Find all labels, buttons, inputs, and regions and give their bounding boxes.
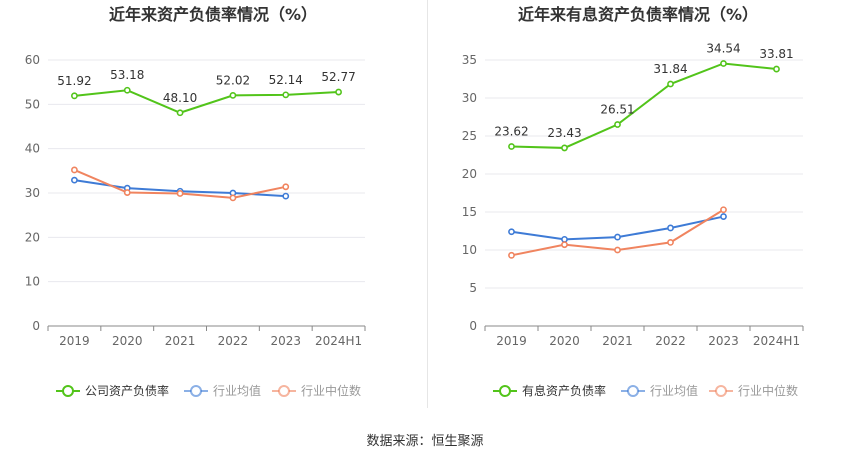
legend-label: 行业中位数 xyxy=(301,383,361,398)
data-point xyxy=(720,206,727,214)
data-point xyxy=(667,224,674,232)
y-tick-label: 50 xyxy=(25,97,40,111)
data-label: 31.84 xyxy=(653,62,687,76)
legend-marker xyxy=(499,385,511,397)
data-point xyxy=(773,65,780,73)
legend-label: 行业均值 xyxy=(650,383,698,398)
data-source-note: 数据来源：恒生聚源 xyxy=(366,434,484,449)
x-tick-label: 2022 xyxy=(655,334,686,348)
data-point xyxy=(123,189,131,196)
legend-marker xyxy=(278,385,290,397)
y-tick-label: 0 xyxy=(469,319,477,333)
legend-item: 行业均值 xyxy=(184,383,261,398)
data-point xyxy=(667,238,674,246)
y-tick-label: 30 xyxy=(25,186,40,200)
legend-label: 行业均值 xyxy=(213,383,261,398)
x-tick-label: 2020 xyxy=(549,334,580,348)
data-point xyxy=(720,60,727,67)
data-point xyxy=(614,246,621,254)
x-tick-label: 2021 xyxy=(602,334,633,348)
data-point xyxy=(561,235,568,243)
x-tick-label: 2019 xyxy=(59,334,90,348)
legend-item: 行业中位数 xyxy=(272,383,361,398)
data-label: 53.18 xyxy=(110,68,144,82)
chart-title: 近年来资产负债率情况（%） xyxy=(109,5,317,24)
data-label: 48.10 xyxy=(163,91,197,105)
y-tick-label: 30 xyxy=(462,91,477,105)
data-point xyxy=(720,213,727,220)
data-point xyxy=(614,121,621,128)
chart-debt-ratio: 近年来资产负债率情况（%） 0 10 20 30 40 50 60 2019 2020 2021 20… xyxy=(25,5,366,398)
data-label: 52.14 xyxy=(269,73,303,87)
data-label: 51.92 xyxy=(57,74,91,88)
series-line xyxy=(511,62,777,149)
data-label: 33.81 xyxy=(759,47,793,61)
y-tick-label: 10 xyxy=(25,275,40,289)
data-point xyxy=(176,190,184,197)
y-tick-label: 10 xyxy=(462,243,477,257)
legend-label: 公司资产负债率 xyxy=(85,383,169,398)
data-point xyxy=(561,144,568,152)
data-point xyxy=(229,91,237,99)
data-point xyxy=(71,92,78,100)
series-line xyxy=(74,89,339,114)
data-point xyxy=(123,86,131,94)
data-point xyxy=(71,166,78,174)
x-tick-label: 2023 xyxy=(708,334,739,348)
data-label: 23.43 xyxy=(547,126,581,140)
x-tick-label: 2021 xyxy=(165,334,196,348)
data-point xyxy=(282,183,290,191)
y-tick-label: 60 xyxy=(25,53,40,67)
data-point xyxy=(71,176,78,184)
y-tick-label: 5 xyxy=(469,281,477,295)
chart-title: 近年来有息资产负债率情况（%） xyxy=(518,5,758,24)
x-tick-label: 2024H1 xyxy=(315,334,362,348)
y-tick-label: 25 xyxy=(462,129,477,143)
data-label: 26.51 xyxy=(600,103,634,117)
data-label: 34.54 xyxy=(706,41,740,55)
y-tick-label: 20 xyxy=(25,230,40,244)
x-tick-label: 2024H1 xyxy=(753,334,800,348)
y-tick-label: 35 xyxy=(462,53,477,67)
y-tick-label: 40 xyxy=(25,142,40,156)
data-point xyxy=(561,241,568,249)
data-point xyxy=(229,194,237,202)
chart-interest-bearing-debt-ratio: 近年来有息资产负债率情况（%） 0 5 10 15 20 25 30 35 2019 2020 202… xyxy=(462,5,804,398)
data-point xyxy=(282,91,290,99)
y-tick-label: 15 xyxy=(462,205,477,219)
legend-marker xyxy=(190,385,202,397)
legend-item: 公司资产负债率 xyxy=(56,383,169,398)
data-point xyxy=(508,228,515,236)
x-tick-label: 2019 xyxy=(496,334,527,348)
data-point xyxy=(508,251,515,259)
legend-item: 行业均值 xyxy=(621,383,698,398)
data-point xyxy=(667,80,674,88)
legend-item: 有息资产负债率 xyxy=(493,383,606,398)
x-tick-label: 2020 xyxy=(112,334,143,348)
data-label: 52.02 xyxy=(216,73,250,87)
data-point xyxy=(508,143,515,150)
legend-label: 行业中位数 xyxy=(738,383,798,398)
legend-marker xyxy=(62,385,74,397)
y-tick-label: 0 xyxy=(32,319,40,333)
data-point xyxy=(335,88,342,96)
y-tick-label: 20 xyxy=(462,167,477,181)
x-tick-label: 2022 xyxy=(218,334,249,348)
data-label: 23.62 xyxy=(494,124,528,138)
data-point xyxy=(282,192,290,200)
legend-item: 行业中位数 xyxy=(709,383,798,398)
legend-label: 有息资产负债率 xyxy=(522,383,606,398)
data-point xyxy=(614,233,621,241)
x-tick-label: 2023 xyxy=(270,334,301,348)
panel-divider xyxy=(427,0,428,408)
legend-marker xyxy=(715,385,727,397)
data-label: 52.77 xyxy=(321,70,355,84)
data-point xyxy=(176,109,184,117)
legend-marker xyxy=(627,385,639,397)
